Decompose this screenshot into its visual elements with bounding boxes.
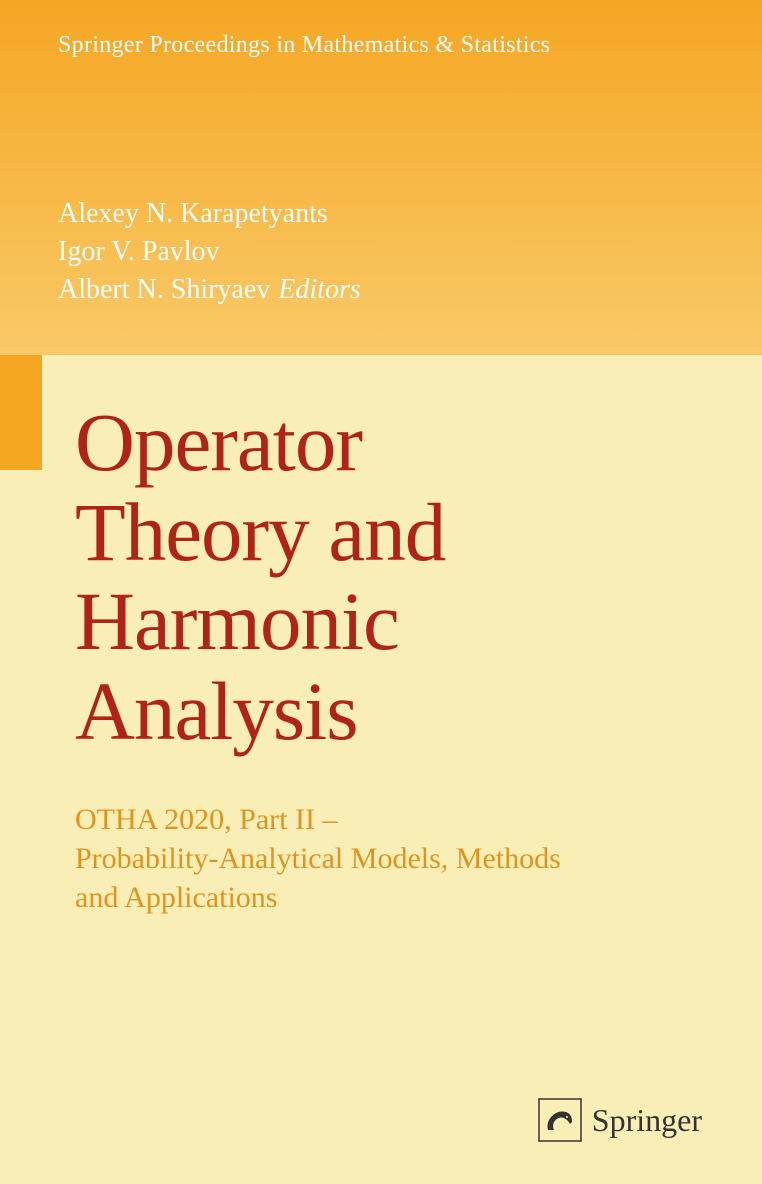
editor-name: Albert N. Shiryaev Editors xyxy=(58,271,361,309)
book-title: Operator Theory and Harmonic Analysis xyxy=(75,398,702,757)
subtitle-line: and Applications xyxy=(75,881,277,914)
accent-tab xyxy=(0,355,42,470)
title-line: Harmonic xyxy=(75,575,399,667)
title-line: Analysis xyxy=(75,665,358,757)
editor-name-text: Albert N. Shiryaev xyxy=(58,274,270,305)
editor-name: Alexey N. Karapetyants xyxy=(58,195,361,233)
publisher-block: Springer xyxy=(538,1098,702,1142)
editors-role: Editors xyxy=(278,274,360,305)
editor-name: Igor V. Pavlov xyxy=(58,233,361,271)
editors-block: Alexey N. Karapetyants Igor V. Pavlov Al… xyxy=(58,195,361,308)
book-cover: Springer Proceedings in Mathematics & St… xyxy=(0,0,762,1184)
series-title: Springer Proceedings in Mathematics & St… xyxy=(58,32,550,59)
book-subtitle: OTHA 2020, Part II – Probability-Analyti… xyxy=(75,800,692,917)
title-line: Theory and xyxy=(75,486,445,578)
subtitle-line: OTHA 2020, Part II – xyxy=(75,803,337,836)
title-line: Operator xyxy=(75,396,362,488)
springer-horse-icon xyxy=(538,1098,582,1142)
subtitle-line: Probability-Analytical Models, Methods xyxy=(75,842,561,875)
publisher-name: Springer xyxy=(592,1102,702,1139)
